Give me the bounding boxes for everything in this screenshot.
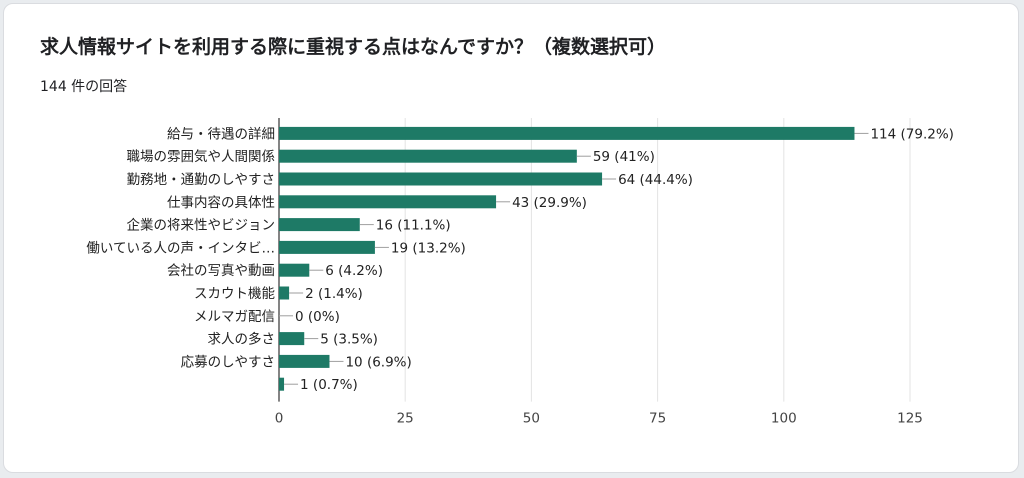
bar — [279, 195, 497, 209]
value-label: 64 (44.4%) — [618, 172, 693, 188]
bar — [279, 354, 330, 368]
x-tick-label: 75 — [649, 411, 666, 427]
category-label: 企業の将来性やビジョン — [127, 217, 276, 234]
category-label: 給与・待遇の詳細 — [167, 126, 275, 142]
question-title: 求人情報サイトを利用する際に重視する点はなんですか？（複数選択可） — [40, 36, 667, 58]
value-label: 1 (0.7%) — [300, 377, 358, 393]
category-label: メルマガ配信 — [194, 309, 275, 325]
x-tick-label: 25 — [397, 411, 414, 427]
bar — [279, 377, 285, 391]
value-label: 16 (11.1%) — [376, 218, 451, 234]
bar — [279, 126, 855, 140]
bar — [279, 332, 305, 346]
value-label: 10 (6.9%) — [345, 354, 411, 370]
value-label: 43 (29.9%) — [512, 195, 587, 211]
x-tick-label: 100 — [771, 411, 797, 427]
bar — [279, 149, 577, 163]
category-label: 仕事内容の具体性 — [167, 194, 275, 211]
value-label: 6 (4.2%) — [325, 263, 383, 279]
x-tick-label: 0 — [275, 411, 284, 427]
value-label: 59 (41%) — [593, 149, 655, 165]
bar — [279, 240, 375, 254]
category-label: 求人の多さ — [208, 331, 276, 348]
x-tick-label: 50 — [523, 411, 540, 427]
category-label: 勤務地・通勤のしやすさ — [127, 172, 275, 188]
value-label: 5 (3.5%) — [320, 332, 378, 348]
value-label: 19 (13.2%) — [391, 240, 466, 256]
value-label: 2 (1.4%) — [305, 286, 363, 302]
value-label: 0 (0%) — [295, 309, 340, 325]
value-label: 114 (79.2%) — [870, 126, 953, 142]
x-axis-ticks: 0 25 50 75 100 125 — [275, 411, 923, 427]
category-label: 会社の写真や動画 — [167, 263, 275, 279]
bar — [279, 286, 290, 300]
category-label: 応募のしやすさ — [181, 354, 275, 370]
category-label: 働いている人の声・インタビ… — [86, 240, 275, 256]
grid-lines — [278, 118, 911, 402]
labels: 給与・待遇の詳細 114 (79.2%) 職場の雰囲気や人間関係 59 (41%) 勤務… — [86, 126, 954, 393]
category-label: 職場の雰囲気や人間関係 — [127, 149, 276, 165]
bar — [279, 218, 360, 232]
bars — [279, 126, 855, 391]
bar — [279, 263, 310, 277]
x-tick-label: 125 — [897, 411, 923, 427]
bar — [279, 172, 603, 186]
category-label: スカウト機能 — [194, 286, 275, 302]
chart-card: 求人情報サイトを利用する際に重視する点はなんですか？（複数選択可） 144 件の… — [3, 3, 1019, 473]
response-count: 144 件の回答 — [40, 79, 128, 95]
